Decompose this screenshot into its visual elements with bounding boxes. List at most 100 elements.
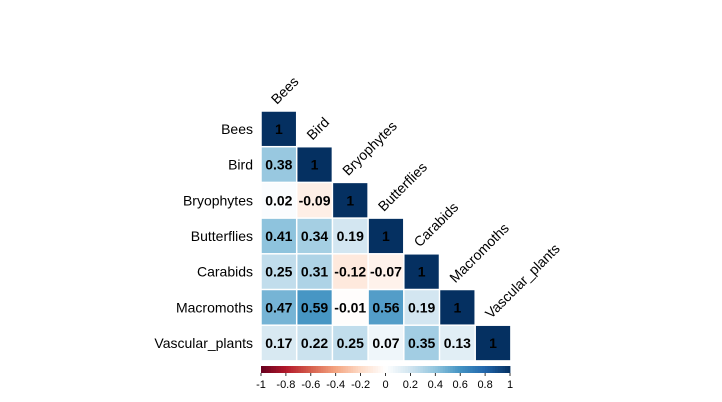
cell-value-butterflies-bird: 0.34 [301,228,328,244]
cell-value-macromoths-macromoths: 1 [453,299,461,315]
colorbar-segment [500,366,503,373]
colorbar-segment [298,366,302,373]
colorbar-segment [343,366,347,373]
cell-value-vascular-plants-bryophytes: 0.25 [337,335,364,351]
colorbar-segment [495,366,498,373]
column-label-macromoths: Macromoths [446,220,512,286]
cell-value-carabids-butterflies: -0.07 [370,264,402,280]
colorbar-segment [348,366,352,373]
cell-value-butterflies-bryophytes: 0.19 [337,228,364,244]
colorbar-segment [415,366,419,373]
cell-bryophytes-bees [261,183,296,218]
cell-butterflies-bryophytes [333,218,368,254]
colorbar-segment [295,366,299,373]
colorbar-segment [275,366,279,373]
colorbar-segment [340,366,344,373]
cell-value-macromoths-bryophytes: -0.01 [334,299,366,315]
row-label-vascular-plants: Vascular_plants [154,335,253,351]
cell-value-vascular-plants-macromoths: 0.13 [444,335,471,351]
colorbar-segment [280,366,284,373]
cell-value-vascular-plants-vascular-plants: 1 [489,335,497,351]
colorbar-tick-label: 0.2 [403,379,418,391]
colorbar-segment [278,366,282,373]
colorbar-segment [442,366,446,373]
colorbar-segment [485,366,488,373]
column-label-bird: Bird [303,114,332,143]
colorbar-segment [427,366,431,373]
colorbar-segment [288,366,292,373]
colorbar-segment [378,366,381,373]
cells-group: 1 0.38 1 0.02 -0.09 1 0.41 0.34 0.19 1 0.25 0.31 -0.… [261,111,511,361]
colorbar-segment [365,366,369,373]
colorbar-segment [285,366,289,373]
colorbar-segment [268,366,272,373]
colorbar-segment [290,366,294,373]
colorbar-segment [373,366,376,373]
cell-value-carabids-bryophytes: -0.12 [334,264,366,280]
colorbar-segment [422,366,426,373]
colorbar-segment [425,366,429,373]
colorbar-segment [363,366,366,373]
colorbar-segment [323,366,327,373]
colorbar-segment [300,366,304,373]
cell-carabids-bryophytes [333,254,368,289]
column-label-bees: Bees [268,73,302,107]
colorbar-segment [320,366,324,373]
colorbar-segment [380,366,384,373]
colorbar-segment [395,366,399,373]
cell-value-vascular-plants-carabids: 0.35 [408,335,435,351]
colorbar-segment [387,366,391,373]
colorbar-segment [310,366,314,373]
colorbar-segment [383,366,386,373]
cell-value-bird-bees: 0.38 [265,157,292,173]
colorbar-tick-label: 0.4 [428,379,443,391]
cell-vascular-plants-bees [261,325,296,361]
colorbar-segment [430,366,434,373]
cell-butterflies-bees [261,218,296,254]
cell-value-macromoths-bees: 0.47 [265,299,292,315]
colorbar-segment [353,366,357,373]
cell-value-carabids-bees: 0.25 [265,264,292,280]
cell-value-bryophytes-bird: -0.09 [299,192,331,208]
colorbar-segment [412,366,416,373]
colorbar-segment [283,366,287,373]
colorbar-tick-label: 1 [507,379,513,391]
colorbar-segment [313,366,317,373]
colorbar-segment [457,366,461,373]
colorbar-segment [445,366,449,373]
colorbar-segment [407,366,411,373]
colorbar-segment [270,366,274,373]
cell-value-carabids-carabids: 1 [418,264,426,280]
colorbar-segment [402,366,406,373]
colorbar-segment [315,366,319,373]
colorbar-segment [400,366,404,373]
colorbar-segment [345,366,349,373]
colorbar-segment [462,366,466,373]
cell-carabids-bees [261,254,296,289]
colorbar-segment [308,366,312,373]
colorbar-segment [470,366,474,373]
colorbar-tick-label: 0.6 [453,379,468,391]
colorbar-segment [293,366,297,373]
colorbar-segment [330,366,334,373]
colorbar-segment [358,366,361,373]
cell-bees-bees [261,111,296,146]
cell-value-macromoths-carabids: 0.19 [408,299,435,315]
colorbar-segment [405,366,409,373]
colorbar-segment [333,366,337,373]
cell-vascular-plants-macromoths [440,325,475,361]
cell-value-butterflies-bees: 0.41 [265,228,292,244]
colorbar-segment [338,366,342,373]
colorbar-segment [490,366,493,373]
colorbar-segment [467,366,471,373]
colorbar-tick-label: -0.4 [326,379,345,391]
row-label-bird: Bird [228,157,253,173]
colorbar-segment [390,366,394,373]
row-label-butterflies: Butterflies [191,228,253,244]
colorbar-segment [355,366,359,373]
cell-macromoths-bird [297,290,332,325]
colorbar-segment [452,366,456,373]
cell-value-macromoths-bird: 0.59 [301,299,328,315]
colorbar-tick-label: -1 [256,379,266,391]
